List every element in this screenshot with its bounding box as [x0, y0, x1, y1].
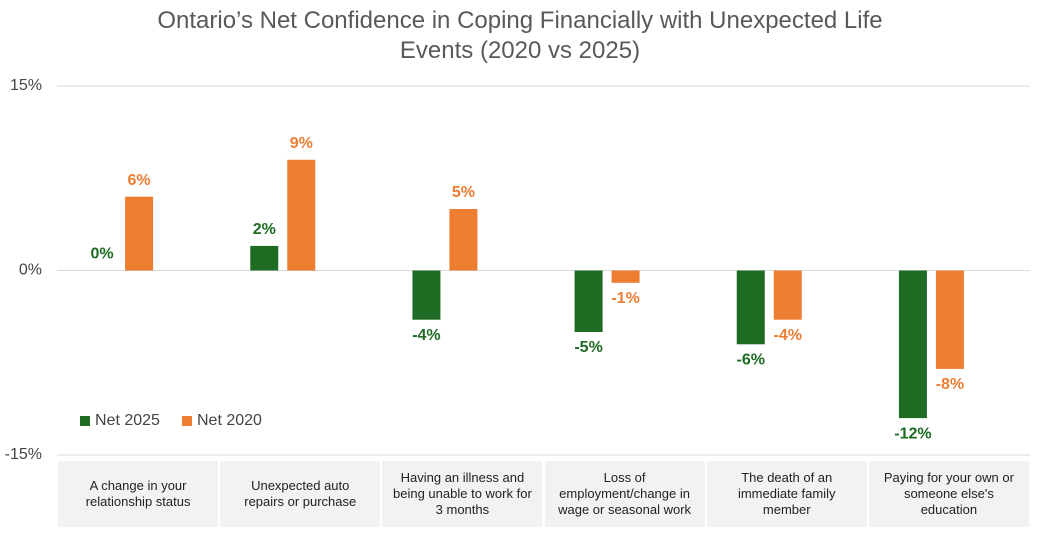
data-label: 6%	[128, 172, 151, 189]
x-tick-label: The death of an immediate family member	[706, 461, 867, 527]
data-label: -4%	[774, 327, 802, 344]
x-tick-label: Unexpected auto repairs or purchase	[220, 461, 381, 527]
data-label: 2%	[253, 221, 276, 238]
bar	[449, 209, 478, 271]
bar	[611, 270, 640, 283]
x-tick-label: Having an illness and being unable to wo…	[382, 461, 543, 527]
data-label: -1%	[611, 290, 639, 307]
bar	[250, 245, 279, 271]
data-label: -6%	[737, 352, 765, 369]
y-tick-label: 15%	[10, 77, 42, 94]
bar	[412, 270, 441, 320]
data-label: -4%	[412, 327, 440, 344]
bar	[736, 270, 765, 345]
x-tick-label: Loss of employment/change in wage or sea…	[544, 461, 705, 527]
bar	[935, 270, 964, 369]
y-tick-label: -15%	[5, 446, 42, 463]
data-label: 9%	[290, 135, 313, 152]
legend-swatch	[80, 416, 90, 426]
x-tick-label: A change in your relationship status	[58, 461, 219, 527]
bar	[773, 270, 802, 320]
data-label: -8%	[936, 376, 964, 393]
y-tick-label: 0%	[19, 262, 42, 279]
bar	[898, 270, 927, 419]
x-tick-label: Paying for your own or someone else's ed…	[868, 461, 1029, 527]
data-label: 0%	[91, 246, 114, 263]
legend-swatch	[182, 416, 192, 426]
chart-title: Ontario’s Net Confidence in Coping Finan…	[157, 7, 883, 64]
data-label: -12%	[894, 425, 931, 442]
data-label: -5%	[574, 339, 602, 356]
legend-label: Net 2025	[95, 412, 160, 429]
bar	[574, 270, 603, 332]
data-label: 5%	[452, 184, 475, 201]
bar	[287, 159, 316, 271]
bar	[125, 196, 154, 271]
legend-label: Net 2020	[197, 412, 262, 429]
